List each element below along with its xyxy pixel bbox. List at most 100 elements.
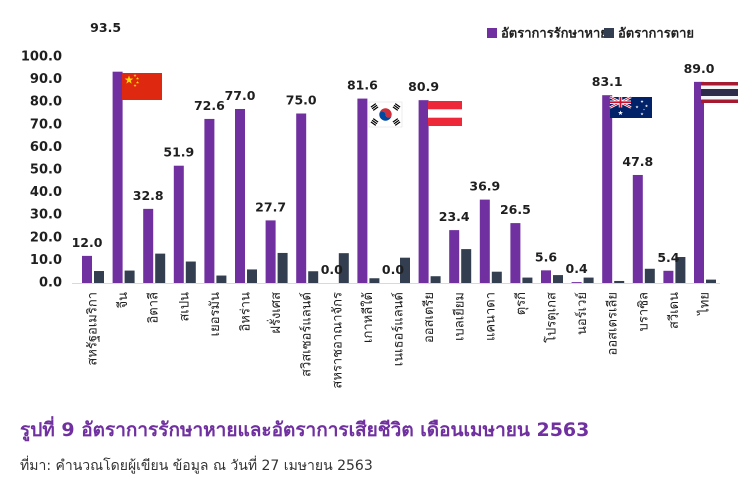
trigram-bar <box>394 121 401 126</box>
data-label-recovery: 0.0 <box>382 262 404 277</box>
bar-death <box>614 280 625 283</box>
flag-stripe-red <box>428 101 462 110</box>
y-tick-label: 40.0 <box>30 185 62 200</box>
data-label-recovery: 47.8 <box>622 154 653 169</box>
x-axis-category-labels: สหรัฐอเมริกา จีน อิตาลี สเปน เยอรมัน อิหร่าน ฝ… <box>86 292 713 389</box>
bar-death <box>247 269 257 283</box>
data-label-recovery: 26.5 <box>500 202 531 217</box>
bar-death <box>583 277 594 283</box>
y-tick-label: 90.0 <box>30 72 62 87</box>
taegeuk-blue <box>379 111 392 121</box>
data-label-recovery: 5.4 <box>657 250 679 265</box>
bar-death <box>553 275 563 283</box>
x-tick-label: ออสเตรีย <box>421 292 437 343</box>
x-tick-label: สวิสเซอร์แลนด์ <box>299 292 315 377</box>
data-label-recovery: 0.0 <box>321 262 343 277</box>
australia-flag-icon <box>609 95 652 118</box>
x-tick-label: แคนาดา <box>483 292 498 341</box>
bar-death <box>706 279 716 283</box>
y-axis-tick-labels: 0.0 10.0 20.0 30.0 40.0 50.0 60.0 70.0 80.0 90.0 1… <box>21 50 62 291</box>
data-label-recovery: 36.9 <box>469 179 500 194</box>
legend-swatch-recovery <box>487 28 497 38</box>
flag-stripe-red <box>428 117 462 126</box>
bar-recovery <box>449 230 460 283</box>
x-tick-label: เนเธอร์แลนด์ <box>391 292 407 366</box>
x-tick-label: สเปน <box>177 292 192 322</box>
china-flag-icon <box>122 73 162 100</box>
trigram-bar <box>393 119 400 125</box>
union-jack <box>609 95 632 109</box>
trigram-bar <box>372 118 379 123</box>
bar-death <box>400 257 410 283</box>
flag-star <box>124 75 134 84</box>
flag-star <box>640 99 644 103</box>
x-tick-label: ออสเตรเลีย <box>605 292 621 355</box>
flag-field <box>122 73 162 100</box>
bar-recovery <box>173 165 184 283</box>
bar-recovery <box>418 100 429 283</box>
trigram-bar <box>392 106 399 111</box>
data-label-recovery: 0.4 <box>566 261 588 276</box>
x-tick-label: เบลเยียม <box>452 292 468 341</box>
bar-death <box>277 252 288 283</box>
x-tick-label: ตุรกี <box>513 292 529 315</box>
flag-star <box>618 110 623 116</box>
bar-death <box>155 253 166 283</box>
flag-star <box>635 105 639 109</box>
data-label-recovery: 75.0 <box>286 93 317 108</box>
bar-recovery <box>265 220 276 283</box>
bar-death <box>675 257 686 283</box>
x-tick-label: โปรตุเกส <box>544 292 560 343</box>
x-tick-label: นอร์เวย์ <box>574 292 590 335</box>
bar-recovery <box>112 71 123 283</box>
data-label-recovery: 27.7 <box>255 199 286 214</box>
data-label-recovery: 23.4 <box>439 209 470 224</box>
bar-recovery <box>235 108 245 283</box>
bar-recovery <box>541 270 551 283</box>
trigram-bar <box>372 106 379 111</box>
data-label-recovery: 93.5 <box>90 20 121 35</box>
x-tick-label: อิหร่าน <box>239 292 254 332</box>
y-tick-label: 50.0 <box>30 163 62 178</box>
trigram-bar <box>392 118 399 123</box>
flag-star <box>643 108 645 111</box>
data-label-recovery: 81.6 <box>347 78 378 93</box>
data-label-recovery: 80.9 <box>408 79 439 94</box>
flag-star <box>135 76 140 80</box>
y-tick-label: 70.0 <box>30 117 62 132</box>
data-label-recovery: 51.9 <box>163 145 194 160</box>
legend-swatch-death <box>604 28 614 38</box>
data-label-recovery: 32.8 <box>133 188 164 203</box>
y-tick-label: 80.0 <box>30 95 62 110</box>
bar-death <box>338 253 349 283</box>
y-tick-label: 100.0 <box>21 50 62 65</box>
flag-star <box>135 80 140 84</box>
x-tick-label: เยอรมัน <box>208 292 223 336</box>
data-label-recovery: 12.0 <box>72 235 103 250</box>
bar-recovery <box>357 98 368 283</box>
bar-recovery <box>479 199 490 283</box>
y-tick-label: 30.0 <box>30 208 62 223</box>
y-tick-label: 20.0 <box>30 230 62 245</box>
bar-death <box>644 268 655 283</box>
south-korea-flag-icon <box>368 101 403 128</box>
bar-death <box>522 277 533 283</box>
data-label-recovery: 83.1 <box>592 74 623 89</box>
x-tick-label: เกาหลีใต้ <box>360 292 376 343</box>
bar-death <box>185 261 196 283</box>
bar-death <box>308 271 319 283</box>
bar-recovery <box>296 113 307 283</box>
bar-death <box>430 276 441 283</box>
trigram <box>392 118 401 126</box>
x-tick-label: สหรัฐอเมริกา <box>86 292 101 366</box>
bars <box>82 71 716 283</box>
y-tick-label: 0.0 <box>39 276 62 291</box>
flag-star <box>133 83 137 87</box>
trigram-bar <box>370 103 377 108</box>
flag-star <box>644 104 649 108</box>
data-label-recovery: 89.0 <box>684 61 715 76</box>
bar-death <box>461 249 472 283</box>
taegeuk-red <box>379 108 392 118</box>
legend: อัตราการรักษาหาย อัตราการตาย <box>487 27 694 42</box>
